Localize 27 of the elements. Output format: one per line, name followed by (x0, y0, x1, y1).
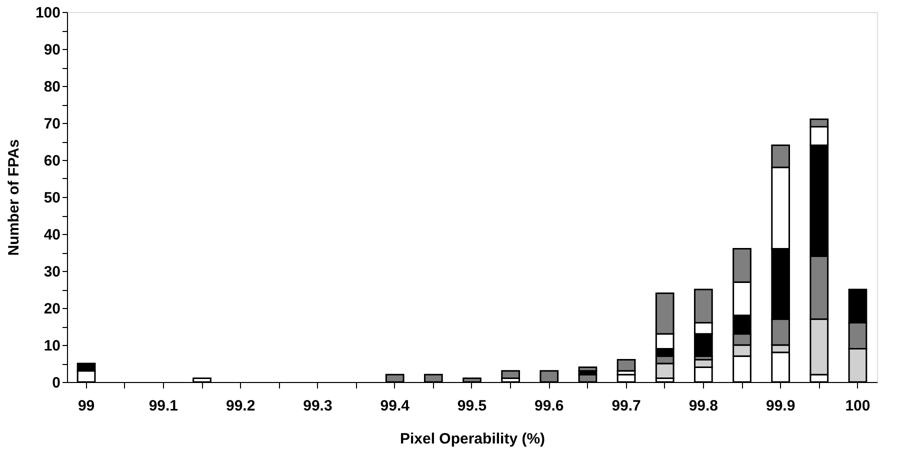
x-tick-label: 99.7 (612, 398, 641, 414)
bar (616, 359, 636, 372)
y-tick-label: 70 (44, 116, 60, 132)
x-tick-label: 99.3 (303, 398, 332, 414)
y-tick-label: 20 (44, 300, 60, 318)
y-tick-label: 100 (35, 4, 60, 22)
x-tick-label: 100 (845, 398, 870, 414)
bar (501, 370, 520, 380)
y-tick-label: 60 (44, 152, 60, 170)
y-tick-label: 50 (44, 190, 60, 206)
x-tick-label: 99.5 (457, 398, 487, 414)
y-tick-label: 0 (52, 374, 60, 392)
y-axis-title: Number of FPAs (5, 139, 22, 256)
x-axis-title: Pixel Operability (%) (400, 430, 546, 448)
x-tick-label: 99.1 (148, 398, 178, 414)
x-tick-label: 99.8 (688, 398, 718, 414)
x-tick-label: 99.2 (226, 398, 256, 414)
x-tick-label: 99.4 (380, 398, 410, 414)
y-tick-label: 10 (44, 338, 60, 354)
y-tick-label: 40 (44, 226, 60, 244)
bar (578, 366, 598, 372)
x-tick-label: 99 (78, 398, 95, 414)
y-tick-label: 30 (44, 264, 60, 280)
x-tick-label: 99.6 (534, 398, 564, 414)
x-tick-label: 99.9 (766, 398, 796, 414)
y-tick-label: 90 (44, 42, 60, 58)
y-tick-label: 80 (44, 78, 60, 96)
